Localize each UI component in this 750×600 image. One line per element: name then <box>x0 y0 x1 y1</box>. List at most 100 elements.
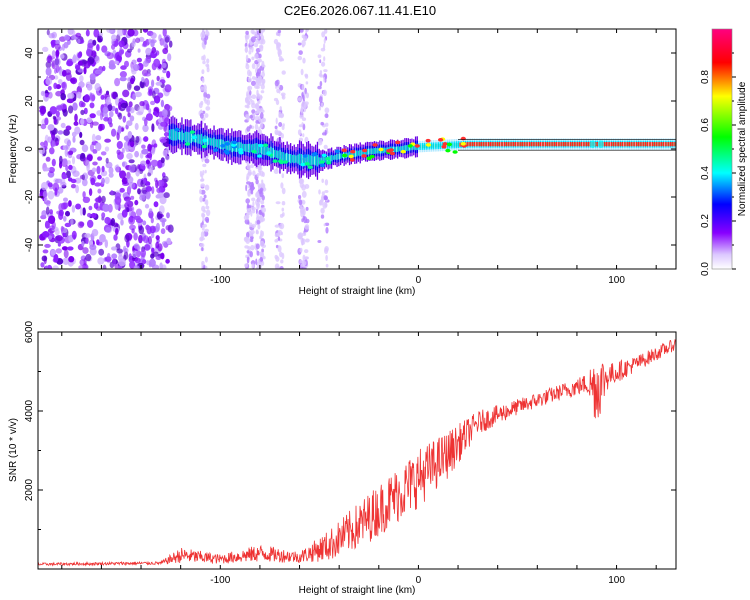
ridge-peak <box>650 142 652 147</box>
noise-blob <box>129 215 134 223</box>
noise-blob <box>92 161 98 166</box>
noise-blob <box>95 142 102 151</box>
streak-blob <box>256 173 260 177</box>
noise-blob <box>78 265 86 269</box>
noise-blob <box>42 46 49 53</box>
ridge-blob <box>460 136 466 141</box>
streak-blob <box>321 61 326 67</box>
noise-blob <box>81 144 89 153</box>
streak-blob <box>325 122 329 127</box>
noise-blob <box>155 222 160 232</box>
streak-blob <box>300 236 303 244</box>
noise-blob <box>87 42 94 49</box>
streak-blob <box>249 184 255 192</box>
streak-blob <box>261 117 266 123</box>
ridge-peak <box>657 142 659 147</box>
ridge-peak <box>603 142 606 147</box>
ridge-core <box>384 147 386 153</box>
noise-blob <box>144 244 151 251</box>
streak-blob <box>325 227 329 234</box>
streak-blob <box>318 189 321 195</box>
noise-blob <box>155 179 159 189</box>
noise-blob <box>78 39 85 44</box>
ridge-core <box>200 133 203 146</box>
colorbar-tick-label: 0.8 <box>700 70 711 84</box>
ridge-peak <box>641 142 643 147</box>
streak-blob <box>204 113 209 118</box>
ridge-peak <box>484 142 486 147</box>
ridge-core <box>188 132 190 143</box>
ridge-peak <box>628 142 631 147</box>
x-tick-label: 100 <box>608 575 625 586</box>
streak-blob <box>324 202 328 208</box>
ridge-core <box>190 132 192 144</box>
noise-blob <box>121 177 128 185</box>
ridge-blob <box>277 159 284 163</box>
streak-blob <box>246 164 251 170</box>
streak-blob <box>317 54 322 59</box>
noise-blob <box>133 232 138 241</box>
streak-blob <box>304 35 308 41</box>
ridge-core <box>357 150 360 156</box>
streak-blob <box>279 222 285 230</box>
streak-blob <box>319 70 323 75</box>
noise-blob <box>66 160 72 165</box>
noise-blob <box>59 54 65 59</box>
noise-blob <box>98 123 103 132</box>
snr-axes: -100 0 100 2000 4000 6000 <box>24 320 677 586</box>
ridge-blob <box>282 160 288 164</box>
ridge-blob <box>201 144 207 149</box>
noise-blob <box>38 146 46 155</box>
streak-blob <box>282 123 285 127</box>
ridge-core <box>170 129 172 140</box>
noise-blob <box>118 112 123 120</box>
ridge-core <box>245 144 247 152</box>
streak-blob <box>251 264 254 269</box>
noise-blob <box>128 101 133 108</box>
noise-blob <box>121 147 125 154</box>
streak-blob <box>203 194 207 199</box>
noise-blob <box>108 63 116 70</box>
ridge-core <box>174 129 176 141</box>
streak-blob <box>246 231 250 239</box>
noise-blob <box>150 39 155 48</box>
ridge-blob <box>320 163 326 168</box>
ridge-peak <box>557 142 559 147</box>
noise-blob <box>94 69 103 75</box>
streak-blob <box>319 200 322 206</box>
ridge-core <box>293 154 295 164</box>
noise-blob <box>153 143 158 148</box>
noise-blob <box>54 187 58 196</box>
streak-blob <box>261 183 266 189</box>
streak-blob <box>202 54 206 62</box>
noise-blob <box>145 113 153 121</box>
streak-blob <box>245 46 248 50</box>
ridge-core <box>177 131 179 140</box>
noise-blob <box>160 228 166 235</box>
streak-blob <box>256 203 260 207</box>
noise-blob <box>101 45 108 53</box>
noise-blob <box>123 196 131 202</box>
ridge-peak <box>662 142 664 147</box>
ridge-core <box>411 144 413 151</box>
noise-blob <box>61 43 65 51</box>
ridge-core <box>322 157 324 164</box>
noise-blob <box>55 116 62 121</box>
noise-blob <box>129 261 136 269</box>
noise-blob <box>60 181 67 187</box>
noise-blob <box>111 44 116 50</box>
ridge-blob <box>388 148 394 152</box>
ridge-peak <box>616 142 618 147</box>
streak-blob <box>261 212 265 218</box>
noise-blob <box>61 70 67 77</box>
streak-blob <box>259 76 263 84</box>
ridge-peak <box>512 142 515 147</box>
streak-blob <box>274 254 278 260</box>
ridge-peak <box>489 142 492 147</box>
ridge-blob <box>300 162 306 167</box>
noise-blob <box>78 81 85 88</box>
noise-blob <box>64 222 72 228</box>
ridge-blob <box>231 140 237 145</box>
ridge-core <box>199 134 201 144</box>
noise-blob <box>105 226 112 233</box>
